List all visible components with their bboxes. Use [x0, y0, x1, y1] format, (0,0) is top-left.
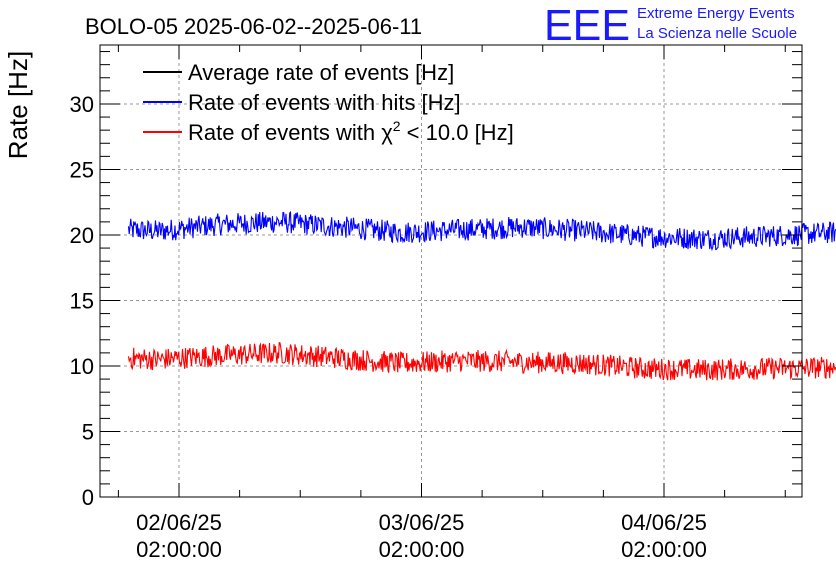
y-tick-label: 25 [70, 157, 94, 182]
y-tick-label: 15 [70, 288, 94, 313]
x-tick-label-time: 02:00:00 [621, 537, 707, 562]
y-tick-label: 30 [70, 92, 94, 117]
x-tick-label-date: 03/06/25 [379, 510, 465, 535]
y-tick-label: 5 [82, 419, 94, 444]
eee-logo: EEE [544, 1, 630, 50]
y-axis-label: Rate [Hz] [3, 51, 33, 159]
legend-label-0: Average rate of events [Hz] [188, 60, 454, 85]
x-tick-label-time: 02:00:00 [136, 537, 222, 562]
series-line-2 [127, 342, 836, 381]
logo-line-1: Extreme Energy Events [637, 5, 795, 22]
legend-label-2: Rate of events with χ2 < 10.0 [Hz] [188, 118, 514, 145]
y-tick-label: 0 [82, 485, 94, 510]
y-tick-label: 20 [70, 223, 94, 248]
series-layer [127, 210, 836, 381]
y-tick-label: 10 [70, 354, 94, 379]
axes: 05101520253002/06/2502:00:0003/06/2502:0… [70, 45, 802, 562]
chart-title: BOLO-05 2025-06-02--2025-06-11 [85, 14, 422, 39]
series-line-1 [127, 210, 836, 252]
x-tick-label-time: 02:00:00 [379, 537, 465, 562]
plot-frame [99, 44, 803, 498]
logo-line-2: La Scienza nelle Scuole [637, 25, 797, 42]
grid-lines [100, 45, 802, 497]
x-tick-label-date: 04/06/25 [621, 510, 707, 535]
legend: Average rate of events [Hz] Rate of event… [143, 60, 514, 145]
x-tick-label-date: 02/06/25 [136, 510, 222, 535]
legend-label-1: Rate of events with hits [Hz] [188, 90, 461, 115]
